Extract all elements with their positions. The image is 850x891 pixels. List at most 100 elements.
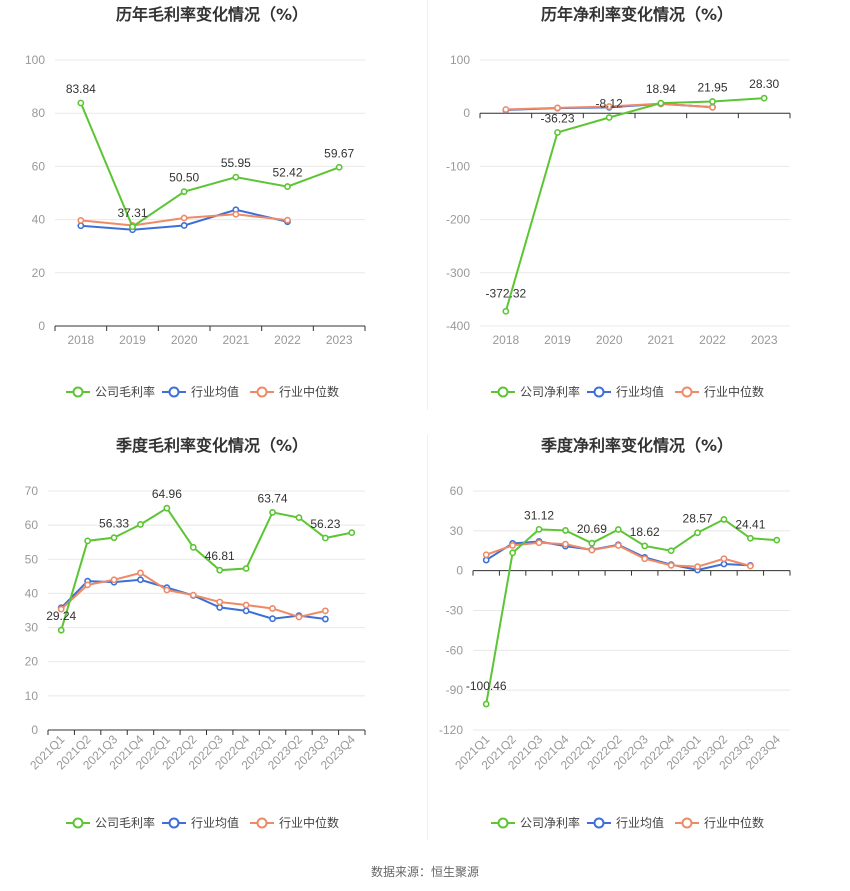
data-label: 55.95 <box>221 156 251 170</box>
x-tick-label: 2020 <box>171 333 198 347</box>
data-point <box>562 527 569 534</box>
x-tick-label: 2023 <box>326 333 353 347</box>
x-tick-label: 2019 <box>544 333 571 347</box>
data-point <box>242 607 250 615</box>
data-point <box>84 537 92 545</box>
data-point <box>137 576 144 584</box>
data-point <box>694 529 701 537</box>
data-label: 56.33 <box>99 517 129 531</box>
data-point <box>232 210 240 218</box>
data-point <box>641 542 649 550</box>
y-tick-label: 0 <box>38 319 45 333</box>
legend-label: 行业均值 <box>191 815 239 830</box>
panel-divider <box>427 435 428 840</box>
data-label: 21.95 <box>697 81 727 95</box>
data-point <box>110 534 118 542</box>
data-point <box>614 526 622 533</box>
y-tick-label: 0 <box>463 106 470 120</box>
data-point <box>720 560 728 568</box>
x-tick-label: 2022 <box>699 333 726 347</box>
legend-label: 行业中位数 <box>279 815 339 830</box>
y-tick-label: 10 <box>25 689 39 703</box>
legend-swatch-marker <box>497 817 509 829</box>
legend-swatch-marker <box>681 817 693 829</box>
data-point <box>509 549 517 557</box>
chart-title: 季度净利率变化情况（%） <box>540 436 733 455</box>
x-tick-label: 2022 <box>274 333 301 347</box>
x-tick-label: 2020 <box>596 333 623 347</box>
legend-swatch-marker <box>72 386 84 398</box>
data-point <box>657 99 665 107</box>
data-point <box>232 173 240 181</box>
data-label: 37.31 <box>117 206 147 220</box>
legend-label: 公司毛利率 <box>95 815 155 830</box>
y-tick-label: -400 <box>446 319 470 333</box>
y-tick-label: 30 <box>450 524 464 538</box>
series-line <box>504 97 765 312</box>
data-label: 18.94 <box>646 82 676 96</box>
data-label: 83.84 <box>66 82 96 96</box>
data-point <box>269 615 276 623</box>
data-point <box>588 546 596 554</box>
legend-swatch-marker <box>256 386 268 398</box>
data-point <box>269 508 276 516</box>
data-point <box>321 534 329 542</box>
legend-label: 公司净利率 <box>520 384 580 399</box>
y-tick-label: 40 <box>32 213 46 227</box>
y-tick-label: -60 <box>446 643 464 657</box>
y-tick-label: 60 <box>32 159 46 173</box>
data-point <box>269 605 276 612</box>
data-label: -36.23 <box>540 111 574 125</box>
series-line <box>485 518 777 705</box>
data-point <box>284 216 291 224</box>
x-tick-label: 2021 <box>222 333 249 347</box>
data-label: -372.32 <box>485 286 526 300</box>
y-tick-label: 20 <box>25 655 39 669</box>
legend-swatch-marker <box>168 817 180 829</box>
data-point <box>284 183 291 190</box>
data-point <box>746 562 754 570</box>
data-point <box>163 504 171 512</box>
quarterly-net-margin-chart: 季度净利率变化情况（%）-120-90-60-30030602021Q12021… <box>439 436 791 830</box>
quarterly-net-margin-panel: 季度净利率变化情况（%） -120 -90 -60 -30 0 30 60 2021Q1 2021… <box>425 430 850 860</box>
data-label: 24.41 <box>735 517 765 531</box>
data-point <box>77 99 85 107</box>
data-point <box>216 566 224 574</box>
legend-swatch-marker <box>681 386 693 398</box>
y-tick-label: -100 <box>446 159 470 173</box>
y-tick-label: 60 <box>450 484 464 498</box>
y-tick-label: 20 <box>32 266 46 280</box>
series-line <box>60 506 352 631</box>
data-point <box>535 539 543 547</box>
data-point <box>562 540 569 548</box>
data-point <box>180 188 188 196</box>
data-source-note: 数据来源：恒生聚源 <box>370 865 479 879</box>
annual-net-margin-chart: 历年净利率变化情况（%） -400 -300 -200 -100 0 100 2018 2019… <box>446 5 791 399</box>
data-label: 28.57 <box>683 512 713 526</box>
data-point <box>77 216 85 224</box>
x-tick-label: 2021 <box>647 333 674 347</box>
data-point <box>242 565 250 572</box>
data-point <box>773 536 781 544</box>
data-label: 59.67 <box>324 146 354 160</box>
x-tick-label: 2018 <box>492 333 519 347</box>
data-point <box>216 598 224 606</box>
y-tick-label: 0 <box>31 723 38 737</box>
data-label: 20.69 <box>577 522 607 536</box>
data-point <box>189 543 197 551</box>
y-tick-label: 100 <box>25 53 45 67</box>
data-point <box>509 542 517 549</box>
data-label: 64.96 <box>152 487 182 501</box>
quarterly-gross-margin-chart: 季度毛利率变化情况（%）0102030405060702021Q12021Q22… <box>25 436 366 830</box>
data-point <box>709 103 716 111</box>
legend-label: 公司净利率 <box>520 815 580 830</box>
data-label: 28.30 <box>749 77 779 91</box>
panel-divider <box>427 0 428 410</box>
data-point <box>57 626 65 634</box>
data-point <box>189 591 197 599</box>
data-label: 31.12 <box>524 508 554 522</box>
data-point <box>641 555 649 563</box>
legend-swatch-marker <box>593 386 605 398</box>
data-point <box>335 163 343 171</box>
data-point <box>84 581 92 589</box>
